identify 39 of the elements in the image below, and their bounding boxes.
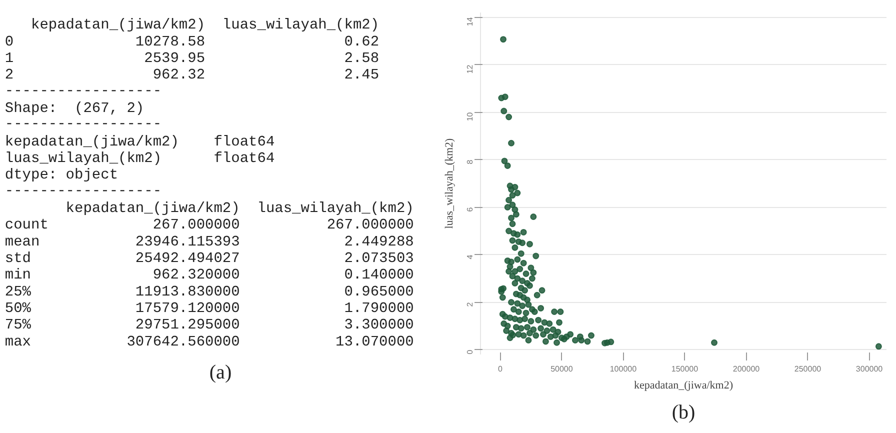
text: luas_wilayah_(km2) float64 — [4, 151, 275, 168]
text: ------------------ — [4, 116, 162, 133]
y-tick-label: 0 — [466, 349, 474, 354]
x-tick-label: 150000 — [671, 364, 699, 374]
text: count 267.000000 267.000000 — [4, 218, 414, 234]
x-tick-label: 50000 — [550, 364, 574, 374]
text: kepadatan_(jiwa/km2) float64 — [4, 134, 275, 150]
text: kepadatan_(jiwa/km2) luas_wilayah_(km2) — [4, 18, 380, 34]
y-tick-label: 12 — [466, 64, 474, 74]
text: mean 23946.115393 2.449288 — [4, 234, 414, 250]
x-tick-label: 100000 — [610, 364, 638, 374]
text: (b) — [672, 402, 696, 424]
text: kepadatan_(jiwa/km2) luas_wilayah_(km2) — [4, 201, 414, 218]
text: std 25492.494027 2.073503 — [4, 251, 414, 268]
x-tick-label: 300000 — [856, 364, 884, 374]
text: 2 962.32 2.45 — [4, 68, 380, 84]
text: max 307642.560000 13.070000 — [4, 334, 414, 350]
text: Shape: (267, 2) — [4, 100, 144, 117]
x-tick-label: 250000 — [794, 364, 822, 374]
text: ------------------ — [4, 183, 162, 200]
y-tick-label: 10 — [466, 112, 474, 122]
text: 1 2539.95 2.58 — [4, 50, 380, 67]
text: (a) — [209, 362, 232, 384]
text: 50% 17579.120000 1.790000 — [4, 301, 414, 318]
text: 75% 29751.295000 3.300000 — [4, 318, 414, 334]
text: 0 10278.58 0.62 — [4, 34, 380, 50]
text: 25% 11913.830000 0.965000 — [4, 284, 414, 300]
x-tick-label: 0 — [498, 364, 503, 374]
y-tick-label: 6 — [466, 206, 474, 212]
x-tick-label: 200000 — [732, 364, 760, 374]
x-axis-title: kepadatan_(jiwa/km2) — [634, 380, 734, 392]
y-tick-label: 8 — [466, 159, 474, 164]
y-tick-label: 2 — [466, 302, 474, 307]
text: dtype: object — [4, 168, 118, 184]
y-axis-title: luas_wilayah_(km2) — [444, 138, 456, 229]
y-tick-label: 4 — [466, 254, 474, 260]
text: ------------------ — [4, 83, 162, 100]
text: min 962.320000 0.140000 — [4, 268, 414, 284]
y-tick-label: 14 — [466, 16, 474, 26]
